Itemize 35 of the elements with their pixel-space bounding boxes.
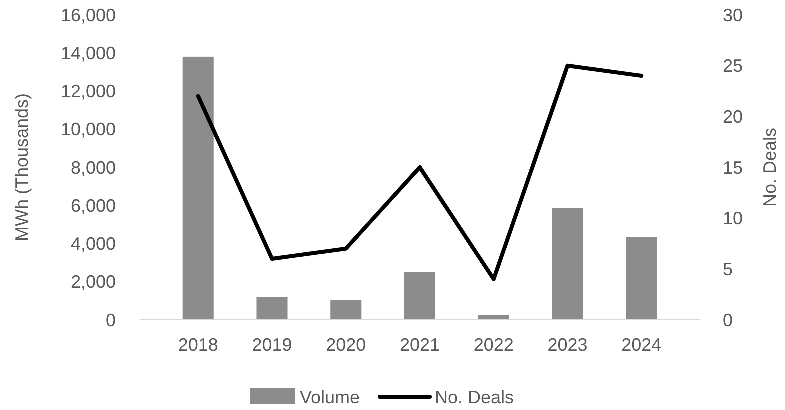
x-tick-label: 2024 bbox=[622, 335, 662, 355]
bar bbox=[478, 315, 510, 320]
y-tick-label: 4,000 bbox=[70, 234, 116, 254]
y-tick-label: 12,000 bbox=[60, 82, 116, 102]
x-tick-label: 2023 bbox=[548, 335, 588, 355]
bar bbox=[256, 297, 288, 320]
bar bbox=[182, 56, 214, 320]
x-tick-label: 2021 bbox=[400, 335, 440, 355]
y-tick-label: 0 bbox=[106, 310, 116, 330]
y2-tick-label: 15 bbox=[723, 158, 744, 178]
y2-tick-label: 25 bbox=[723, 56, 744, 76]
legend-label: No. Deals bbox=[435, 387, 514, 408]
y2-tick-label: 20 bbox=[723, 106, 744, 127]
y2-axis-title: No. Deals bbox=[760, 128, 780, 208]
y-tick-label: 2,000 bbox=[70, 272, 116, 292]
y-tick-label: 16,000 bbox=[60, 5, 116, 26]
legend-label: Volume bbox=[300, 387, 360, 408]
y-tick-label: 6,000 bbox=[70, 196, 116, 216]
x-tick-label: 2018 bbox=[178, 335, 218, 355]
x-tick-label: 2019 bbox=[252, 335, 292, 355]
y-tick-label: 14,000 bbox=[60, 43, 116, 64]
y-tick-label: 10,000 bbox=[60, 120, 116, 140]
bar bbox=[552, 208, 584, 320]
line-series bbox=[196, 64, 644, 282]
bar bbox=[330, 300, 362, 320]
x-tick-label: 2020 bbox=[326, 335, 366, 355]
y2-tick-label: 10 bbox=[723, 208, 744, 229]
y-axis-title: MWh (Thousands) bbox=[12, 93, 32, 242]
y2-tick-label: 30 bbox=[723, 5, 744, 26]
bar bbox=[626, 237, 658, 320]
x-tick-label: 2022 bbox=[474, 335, 514, 355]
bar bbox=[404, 272, 436, 320]
y2-tick-label: 0 bbox=[723, 310, 734, 330]
y-tick-label: 8,000 bbox=[70, 158, 116, 178]
y2-tick-label: 5 bbox=[723, 259, 734, 280]
